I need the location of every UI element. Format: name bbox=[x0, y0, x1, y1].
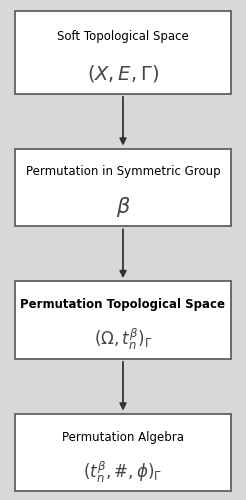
Text: Permutation in Symmetric Group: Permutation in Symmetric Group bbox=[26, 166, 220, 178]
Text: $\beta$: $\beta$ bbox=[116, 195, 130, 219]
Text: $(X, E, \Gamma)$: $(X, E, \Gamma)$ bbox=[87, 62, 159, 84]
FancyBboxPatch shape bbox=[15, 149, 231, 226]
Text: Permutation Topological Space: Permutation Topological Space bbox=[20, 298, 226, 311]
Text: $(\Omega, t_n^{\beta})_{\Gamma}$: $(\Omega, t_n^{\beta})_{\Gamma}$ bbox=[94, 326, 152, 352]
FancyBboxPatch shape bbox=[15, 281, 231, 359]
FancyBboxPatch shape bbox=[15, 414, 231, 491]
Text: $(t_n^{\beta}, \#, \phi)_{\Gamma}$: $(t_n^{\beta}, \#, \phi)_{\Gamma}$ bbox=[83, 459, 163, 485]
Text: Soft Topological Space: Soft Topological Space bbox=[57, 30, 189, 43]
FancyBboxPatch shape bbox=[15, 11, 231, 94]
Text: Permutation Algebra: Permutation Algebra bbox=[62, 430, 184, 444]
